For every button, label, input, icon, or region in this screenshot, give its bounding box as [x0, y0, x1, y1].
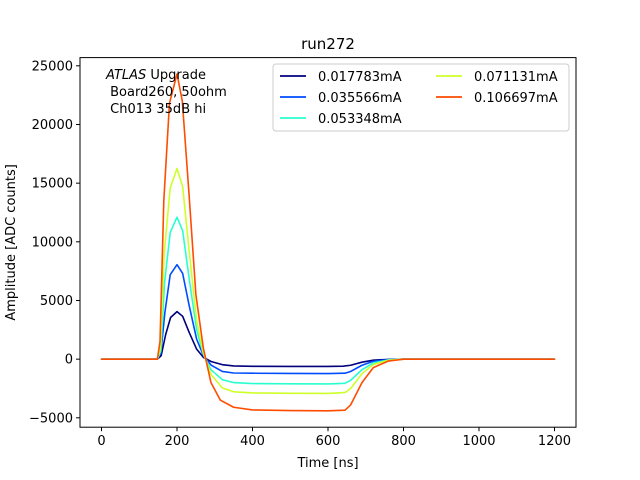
y-tick-label: −5000: [29, 411, 73, 426]
atlas-annotation: ATLAS Upgrade Board260, 50ohm Ch013 35dB…: [105, 68, 227, 117]
chart-title: run272: [301, 35, 355, 53]
legend-entry-label: 0.017783mA: [318, 70, 402, 85]
y-axis-label: Amplitude [ADC counts]: [4, 164, 19, 320]
x-tick-label: 600: [316, 434, 341, 449]
series-layer: [100, 73, 556, 412]
chart-title-text: run272: [301, 35, 355, 53]
legend-entry-label: 0.035566mA: [318, 91, 402, 106]
series-line-1: [100, 310, 556, 368]
annotation-line-2: Board260, 50ohm: [106, 85, 227, 100]
series-line-2: [100, 263, 556, 375]
x-tick-label: 800: [391, 434, 416, 449]
annotation-line-1: ATLAS Upgrade: [105, 68, 206, 83]
legend-entry-label: 0.106697mA: [474, 91, 558, 106]
legend: 0.017783mA 0.035566mA 0.053348mA 0.071131mA…: [272, 63, 570, 132]
annotation-line-3: Ch013 35dB hi: [106, 102, 206, 117]
y-tick-label: 5000: [40, 294, 73, 309]
series-line-4: [100, 167, 556, 395]
series-line-5: [100, 73, 556, 412]
annotation-atlas-word: ATLAS: [105, 68, 146, 83]
y-tick-label: 20000: [32, 118, 73, 133]
legend-entry-label: 0.071131mA: [474, 70, 558, 85]
legend-entry-label: 0.053348mA: [318, 112, 402, 127]
y-axis-ticks: −5000 0 5000 10000 15000 20000 25000: [29, 59, 80, 426]
x-tick-label: 1000: [462, 434, 495, 449]
x-axis-label: Time [ns]: [296, 456, 358, 471]
x-tick-label: 1200: [538, 434, 571, 449]
annotation-upgrade-word: Upgrade: [146, 68, 206, 83]
y-tick-label: 15000: [32, 177, 73, 192]
x-axis-ticks: 0 200 400 600 800 1000 1200: [97, 427, 571, 449]
legend-frame: [272, 63, 570, 132]
y-tick-label: 25000: [32, 59, 73, 74]
x-tick-label: 0: [97, 434, 105, 449]
x-tick-label: 200: [165, 434, 190, 449]
y-tick-label: 0: [65, 353, 73, 368]
y-tick-label: 10000: [32, 235, 73, 250]
x-tick-label: 400: [240, 434, 265, 449]
series-line-3: [100, 216, 556, 385]
